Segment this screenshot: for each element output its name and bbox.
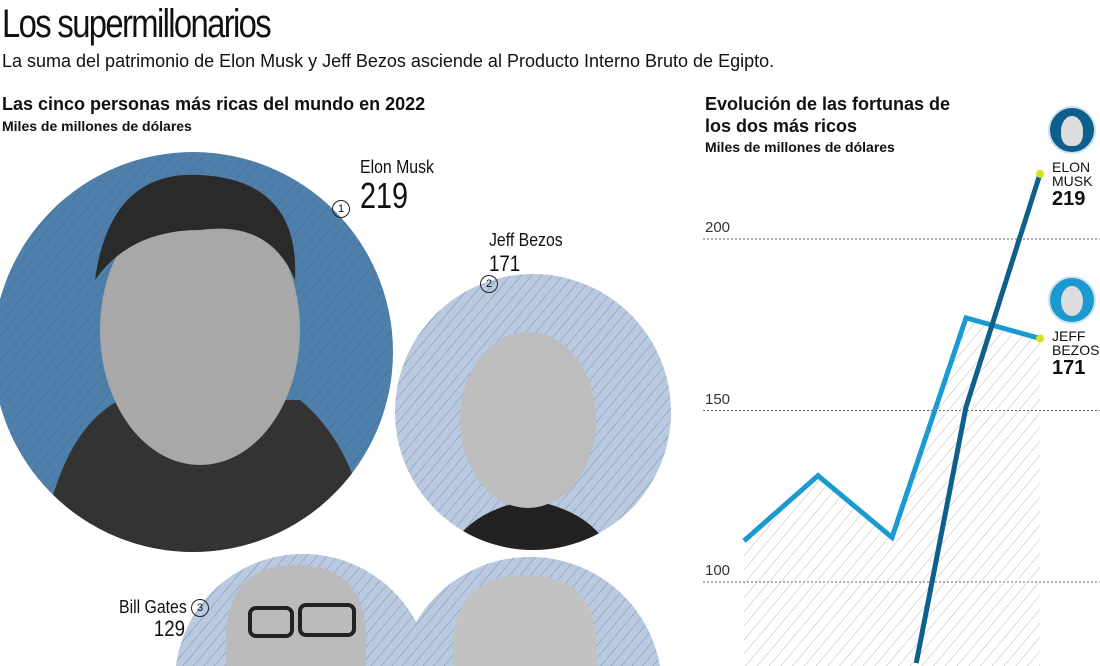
chart-subtitle: Miles de millones de dólares <box>705 139 895 155</box>
page-title: Los supermillonarios <box>2 2 272 46</box>
person-value: 219 <box>360 175 409 216</box>
rank-badge: 3 <box>191 599 209 617</box>
bezos-portrait <box>395 274 671 550</box>
chart-title: Evolución de las fortunas de los dos más… <box>705 94 951 136</box>
person-name: Jeff Bezos <box>489 230 563 250</box>
left-unit: Miles de millones de dólares <box>2 118 192 134</box>
bezos-avatar <box>1048 276 1096 324</box>
musk-portrait <box>0 152 393 552</box>
arnault-portrait <box>400 556 660 666</box>
end-marker <box>1036 169 1044 178</box>
end-value: 219 <box>1052 188 1086 210</box>
area-fill <box>744 317 1040 666</box>
person-name: Elon Musk <box>360 157 434 177</box>
series-line-bezos <box>742 314 1041 543</box>
left-title: Las cinco personas más ricas del mundo e… <box>2 94 426 114</box>
rank-badge: 1 <box>332 200 350 218</box>
end-value: 171 <box>1052 357 1086 379</box>
portrait-circles <box>0 152 671 666</box>
y-tick-label: 200 <box>705 219 731 236</box>
label-first: JEFF <box>1052 328 1086 344</box>
label-last: MUSK <box>1052 173 1093 189</box>
label-first: ELON <box>1052 159 1091 175</box>
bezos-end-label: JEFF BEZOS 171 <box>1052 329 1099 380</box>
gates-portrait <box>176 553 430 666</box>
page-subtitle: La suma del patrimonio de Elon Musk y Je… <box>2 51 775 71</box>
series-line-musk <box>913 173 1043 664</box>
y-tick-label: 150 <box>705 390 731 408</box>
person-value: 129 <box>153 616 185 641</box>
person-musk: Elon Musk 219 <box>360 157 444 214</box>
person-gates: Bill Gates 129 <box>110 597 187 641</box>
person-value: 171 <box>489 251 521 276</box>
musk-end-label: ELON MUSK 219 <box>1052 160 1092 211</box>
y-tick-label: 100 <box>705 562 731 579</box>
person-bezos: Jeff Bezos 171 <box>489 230 573 277</box>
musk-avatar <box>1048 106 1096 154</box>
person-name: Bill Gates <box>119 597 187 617</box>
label-last: BEZOS <box>1052 342 1100 358</box>
rank-badge: 2 <box>480 275 498 293</box>
end-marker <box>1036 334 1044 343</box>
